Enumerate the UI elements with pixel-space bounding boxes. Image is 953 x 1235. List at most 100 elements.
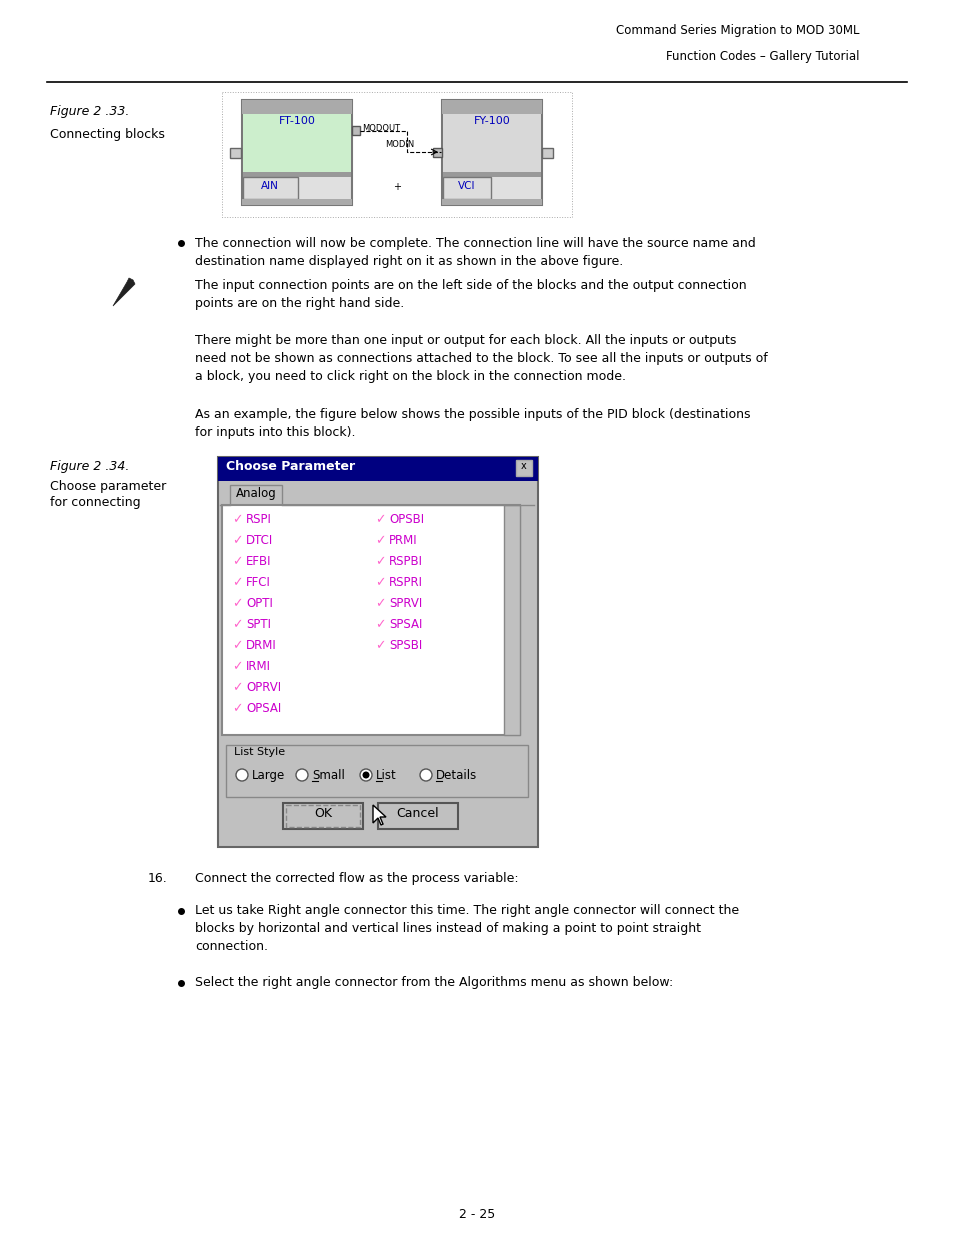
- Text: Analog: Analog: [235, 487, 276, 500]
- Bar: [433, 148, 441, 157]
- Text: ✓: ✓: [375, 555, 385, 568]
- Text: List: List: [375, 769, 396, 782]
- Text: Command Series Migration to MOD 30ML: Command Series Migration to MOD 30ML: [616, 23, 859, 37]
- Bar: [442, 114, 540, 172]
- Circle shape: [295, 769, 308, 781]
- Text: Choose parameter: Choose parameter: [50, 480, 166, 493]
- Text: Function Codes – Gallery Tutorial: Function Codes – Gallery Tutorial: [666, 49, 859, 63]
- Text: FY-100: FY-100: [473, 116, 510, 126]
- Text: for connecting: for connecting: [50, 496, 140, 509]
- Text: Select the right angle connector from the Algorithms menu as shown below:: Select the right angle connector from th…: [194, 976, 673, 989]
- Text: need not be shown as connections attached to the block. To see all the inputs or: need not be shown as connections attache…: [194, 352, 767, 366]
- Bar: [541, 148, 553, 158]
- Text: SPTI: SPTI: [246, 618, 271, 631]
- Text: FFCI: FFCI: [246, 576, 271, 589]
- Text: There might be more than one input or output for each block. All the inputs or o: There might be more than one input or ou…: [194, 333, 736, 347]
- Text: connection.: connection.: [194, 940, 268, 953]
- Bar: [243, 172, 351, 177]
- Text: 16.: 16.: [148, 872, 168, 885]
- Text: EFBI: EFBI: [246, 555, 272, 568]
- Text: Small: Small: [312, 769, 345, 782]
- Text: Figure 2 .34.: Figure 2 .34.: [50, 459, 130, 473]
- Text: Large: Large: [252, 769, 285, 782]
- Text: Choose Parameter: Choose Parameter: [226, 459, 355, 473]
- Text: ✓: ✓: [375, 597, 385, 610]
- Text: Details: Details: [436, 769, 476, 782]
- Text: DTCI: DTCI: [246, 534, 273, 547]
- Text: ✓: ✓: [232, 638, 242, 652]
- Text: ✓: ✓: [375, 576, 385, 589]
- Text: List Style: List Style: [233, 747, 285, 757]
- Circle shape: [362, 772, 369, 778]
- Polygon shape: [373, 805, 386, 825]
- Bar: [441, 100, 541, 114]
- Text: a block, you need to click right on the block in the connection mode.: a block, you need to click right on the …: [194, 370, 625, 383]
- Text: ✓: ✓: [375, 513, 385, 526]
- Text: ✓: ✓: [375, 638, 385, 652]
- Text: SPSAI: SPSAI: [389, 618, 422, 631]
- Text: Cancel: Cancel: [396, 806, 438, 820]
- Text: ✓: ✓: [232, 534, 242, 547]
- Text: RSPBI: RSPBI: [389, 555, 422, 568]
- Text: Connect the corrected flow as the process variable:: Connect the corrected flow as the proces…: [194, 872, 518, 885]
- Bar: [218, 457, 537, 847]
- Text: ✓: ✓: [232, 513, 242, 526]
- Bar: [242, 100, 352, 114]
- Text: blocks by horizontal and vertical lines instead of making a point to point strai: blocks by horizontal and vertical lines …: [194, 923, 700, 935]
- Text: ✓: ✓: [232, 618, 242, 631]
- Bar: [218, 457, 537, 480]
- Bar: [286, 805, 359, 827]
- Bar: [516, 459, 532, 475]
- Text: OK: OK: [314, 806, 332, 820]
- Text: SPRVI: SPRVI: [389, 597, 422, 610]
- Bar: [441, 199, 541, 205]
- Bar: [222, 91, 572, 217]
- Text: MODIN: MODIN: [385, 140, 414, 149]
- Circle shape: [235, 769, 248, 781]
- Text: ✓: ✓: [375, 618, 385, 631]
- Text: SPSBI: SPSBI: [389, 638, 422, 652]
- Bar: [243, 114, 351, 172]
- Text: ✓: ✓: [232, 701, 242, 715]
- Text: IRMI: IRMI: [246, 659, 271, 673]
- Text: Figure 2 .33.: Figure 2 .33.: [50, 105, 130, 119]
- Text: OPSAI: OPSAI: [246, 701, 281, 715]
- Text: ✓: ✓: [232, 659, 242, 673]
- Bar: [442, 172, 540, 177]
- Text: destination name displayed right on it as shown in the above figure.: destination name displayed right on it a…: [194, 254, 622, 268]
- Bar: [242, 100, 352, 205]
- Text: OPTI: OPTI: [246, 597, 273, 610]
- Text: points are on the right hand side.: points are on the right hand side.: [194, 296, 404, 310]
- Bar: [242, 199, 352, 205]
- Text: Connecting blocks: Connecting blocks: [50, 128, 165, 141]
- Circle shape: [359, 769, 372, 781]
- Bar: [442, 177, 491, 199]
- Bar: [226, 745, 527, 797]
- Bar: [243, 177, 297, 199]
- Bar: [222, 505, 519, 735]
- Text: ✓: ✓: [232, 680, 242, 694]
- Bar: [503, 505, 519, 735]
- Bar: [283, 803, 363, 829]
- Text: ✓: ✓: [232, 597, 242, 610]
- Text: ✓: ✓: [232, 555, 242, 568]
- Circle shape: [419, 769, 432, 781]
- Text: for inputs into this block).: for inputs into this block).: [194, 426, 355, 438]
- Bar: [377, 803, 457, 829]
- Text: The input connection points are on the left side of the blocks and the output co: The input connection points are on the l…: [194, 279, 746, 291]
- Text: AIN: AIN: [261, 182, 278, 191]
- Text: +: +: [393, 182, 400, 191]
- Text: PRMI: PRMI: [389, 534, 417, 547]
- Text: RSPI: RSPI: [246, 513, 272, 526]
- Text: x: x: [520, 461, 526, 471]
- Text: FT-100: FT-100: [278, 116, 315, 126]
- Bar: [352, 126, 359, 135]
- Bar: [230, 485, 282, 505]
- Text: OPRVI: OPRVI: [246, 680, 281, 694]
- Text: VCI: VCI: [457, 182, 476, 191]
- Text: The connection will now be complete. The connection line will have the source na: The connection will now be complete. The…: [194, 237, 755, 249]
- Text: MODOUT: MODOUT: [361, 124, 399, 133]
- Text: 2 - 25: 2 - 25: [458, 1208, 495, 1221]
- Text: As an example, the figure below shows the possible inputs of the PID block (dest: As an example, the figure below shows th…: [194, 408, 750, 421]
- Text: Let us take Right angle connector this time. The right angle connector will conn: Let us take Right angle connector this t…: [194, 904, 739, 918]
